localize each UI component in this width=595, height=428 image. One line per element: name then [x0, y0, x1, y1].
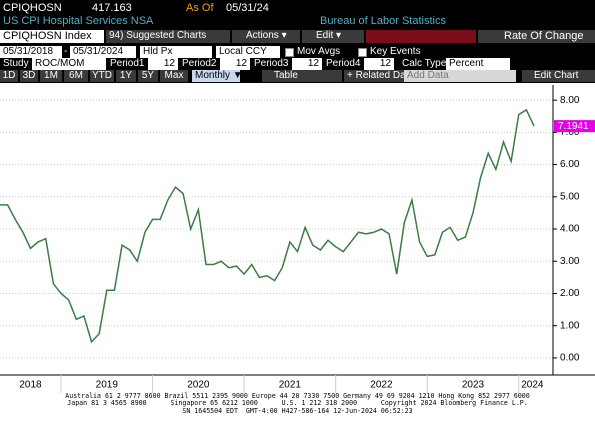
range-button[interactable]: 1Y — [116, 70, 136, 82]
last-value-box — [554, 120, 595, 133]
range-button[interactable]: 3D — [20, 70, 38, 82]
source: Bureau of Labor Statistics — [320, 15, 446, 27]
y-tick-label: 6.00 — [560, 159, 580, 170]
add-data[interactable]: Add Data — [404, 70, 516, 82]
mov-avgs-checkbox[interactable] — [285, 48, 294, 57]
as-of-label: As Of — [186, 2, 214, 14]
x-tick-label: 2024 — [521, 380, 544, 391]
x-tick-label: 2023 — [462, 380, 485, 391]
y-tick-label: 7.00 — [560, 127, 580, 138]
y-tick-label: 0.00 — [560, 353, 580, 364]
period-value[interactable]: 12 — [292, 58, 322, 70]
period-label: Period3 — [254, 58, 289, 69]
frequency[interactable]: Monthly ▼ — [192, 70, 240, 82]
mov-avgs: Mov Avgs — [297, 46, 341, 57]
y-tick-label: 8.00 — [560, 95, 580, 106]
y-tick-label: 3.00 — [560, 256, 580, 267]
table-button[interactable]: Table — [262, 70, 342, 82]
footer-line: SN 1645504 EDT GMT-4:00 H427-586-164 12-… — [182, 406, 413, 415]
last-value-label: 7.1941 — [558, 121, 589, 132]
y-tick-label: 4.00 — [560, 224, 580, 235]
chart: 0.00 1.00 2.00 3.00 4.00 5.00 6.00 7.00 8.00 2018… — [0, 85, 595, 393]
key-events-checkbox[interactable] — [358, 48, 367, 57]
period-label: Period2 — [182, 58, 217, 69]
footer: Australia 61 2 9777 8600 Brazil 5511 239… — [0, 392, 595, 415]
footer-line: Australia 61 2 9777 8600 Brazil 5511 239… — [65, 392, 530, 400]
range-button[interactable]: YTD — [90, 70, 114, 82]
price-type[interactable]: Hld Px — [140, 46, 212, 58]
price: 417.163 — [92, 2, 132, 14]
x-tick-label: 2019 — [96, 380, 119, 391]
x-tick-label: 2021 — [279, 380, 302, 391]
range-button[interactable]: 6M — [64, 70, 88, 82]
period-value[interactable]: 12 — [364, 58, 394, 70]
y-tick-label: 5.00 — [560, 191, 580, 202]
actions-button[interactable]: Actions ▾ — [232, 30, 300, 43]
as-of-date: 05/31/24 — [226, 2, 269, 14]
calc-type[interactable]: Percent — [446, 58, 510, 70]
edit-chart[interactable]: Edit Chart — [522, 70, 595, 82]
description: US CPI Hospital Services NSA — [3, 15, 154, 27]
calc-type-label: Calc Type — [402, 58, 447, 69]
chart-name[interactable]: Rate Of Change — [478, 30, 595, 43]
y-tick-label: 1.00 — [560, 320, 580, 331]
x-tick-label: 2020 — [187, 380, 210, 391]
range-button[interactable]: 1M — [40, 70, 62, 82]
range-button[interactable]: 1D — [0, 70, 18, 82]
period-value[interactable]: 12 — [220, 58, 250, 70]
edit-button[interactable]: Edit ▾ — [302, 30, 364, 43]
currency[interactable]: Local CCY — [216, 46, 280, 58]
study-label: Study — [3, 58, 29, 69]
period-value[interactable]: 12 — [148, 58, 178, 70]
key-events: Key Events — [370, 46, 421, 57]
suggested-charts[interactable]: 94) Suggested Charts — [106, 30, 230, 43]
y-tick-label: 2.00 — [560, 288, 580, 299]
header: CPIQHOSN 417.163 As Of 05/31/24 US CPI H… — [0, 0, 595, 83]
footer-line: Japan 81 3 4565 8900 Singapore 65 6212 1… — [67, 399, 528, 408]
x-tick-label: 2022 — [370, 380, 393, 391]
period-label: Period1 — [110, 58, 145, 69]
x-tick-label: 2018 — [19, 380, 42, 391]
ticker: CPIQHOSN — [3, 2, 62, 14]
range-button[interactable]: Max — [160, 70, 188, 82]
title-bar — [366, 30, 476, 43]
date-separator: - — [64, 46, 68, 57]
study[interactable]: ROC/MOM — [32, 58, 106, 70]
security-field[interactable]: CPIQHOSN Index — [0, 30, 104, 43]
period-label: Period4 — [326, 58, 361, 69]
line-series — [0, 108, 535, 344]
start-date[interactable]: 05/31/2018 — [0, 46, 62, 58]
range-button[interactable]: 5Y — [138, 70, 158, 82]
end-date[interactable]: 05/31/2024 — [70, 46, 136, 58]
related-data[interactable]: + Related Dat — [344, 70, 404, 82]
